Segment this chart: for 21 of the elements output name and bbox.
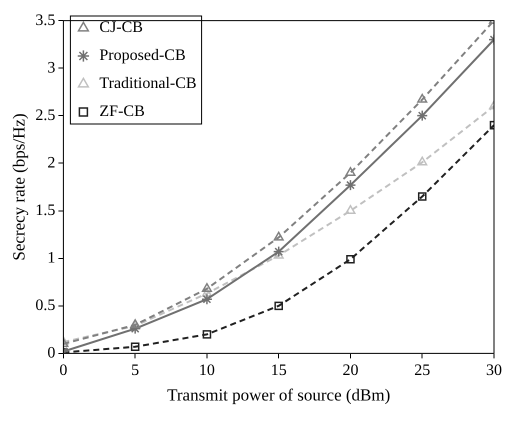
legend-label: Proposed-CB [99,47,186,64]
y-tick-label: 0.5 [35,297,56,314]
x-tick-label: 20 [342,362,358,380]
y-tick-label: 2 [47,154,56,172]
x-tick-label: 30 [486,362,502,380]
legend-label: CJ-CB [99,19,143,36]
y-tick-label: 0 [47,344,56,362]
x-tick-label: 5 [131,362,140,380]
y-tick-label: 1 [47,250,56,267]
y-tick-label: 3 [47,59,56,76]
legend-label: Traditional-CB [99,75,197,92]
x-tick-label: 0 [59,362,68,380]
y-tick-label: 1.5 [35,202,56,219]
y-tick-label: 3.5 [35,12,56,29]
x-tick-label: 25 [414,362,430,380]
y-axis-title: Secrecy rate (bps/Hz) [10,113,29,261]
legend-label: ZF-CB [99,103,145,120]
x-axis-title: Transmit power of source (dBm) [167,385,390,404]
x-tick-label: 10 [198,362,215,380]
x-tick-label: 15 [270,362,287,380]
y-tick-label: 2.5 [35,106,56,124]
